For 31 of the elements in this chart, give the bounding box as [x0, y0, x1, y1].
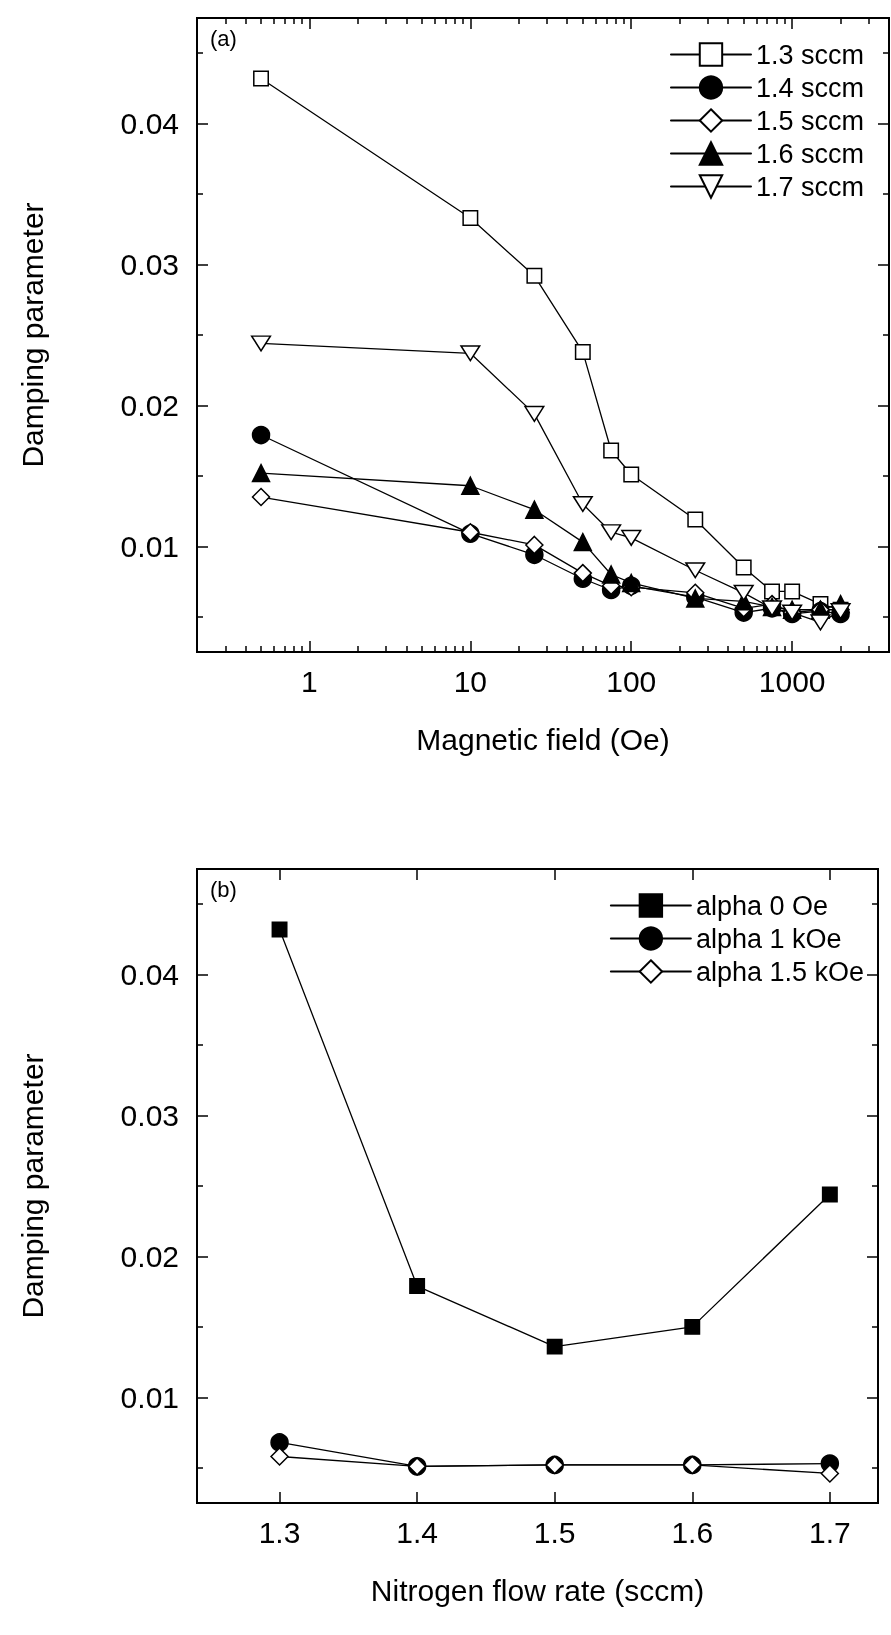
y-tick-label: 0.03 — [120, 1099, 179, 1133]
x-tick-label: 1000 — [758, 664, 826, 698]
legend-label: 1.7 sccm — [755, 171, 864, 202]
x-tick-label: 1.3 — [258, 1515, 301, 1549]
y-tick-label: 0.01 — [120, 1380, 179, 1414]
y-tick-label: 0.02 — [120, 388, 179, 422]
x-tick-label: 100 — [606, 664, 657, 698]
y-tick-label: 0.04 — [120, 107, 179, 141]
x-tick-label: 1.4 — [396, 1515, 438, 1549]
legend-label: alpha 1.5 kOe — [695, 956, 865, 987]
x-tick-label: 1.7 — [808, 1515, 851, 1549]
x-axis-title: Nitrogen flow rate (sccm) — [370, 1573, 705, 1607]
legend-label: 1.5 sccm — [755, 105, 864, 136]
y-axis-title: Damping parameter — [15, 202, 49, 468]
legend-label: 1.6 sccm — [755, 138, 864, 169]
legend-label: alpha 1 kOe — [695, 923, 842, 954]
x-tick-label: 1.6 — [671, 1515, 714, 1549]
y-tick-label: 0.02 — [120, 1239, 179, 1273]
x-tick-label: 10 — [453, 664, 488, 698]
legend-label: 1.4 sccm — [755, 72, 864, 103]
y-tick-label: 0.03 — [120, 248, 179, 282]
legend-label: 1.3 sccm — [755, 39, 864, 70]
x-axis-title: Magnetic field (Oe) — [416, 722, 670, 756]
y-axis-title: Damping parameter — [15, 1053, 49, 1319]
x-tick-label: 1 — [301, 664, 318, 698]
legend-label: alpha 0 Oe — [695, 890, 828, 921]
y-tick-label: 0.01 — [120, 529, 179, 563]
x-tick-label: 1.5 — [533, 1515, 576, 1549]
chart-title: (a) — [210, 25, 237, 51]
y-tick-label: 0.04 — [120, 958, 179, 992]
chart-title: (b) — [210, 876, 237, 902]
